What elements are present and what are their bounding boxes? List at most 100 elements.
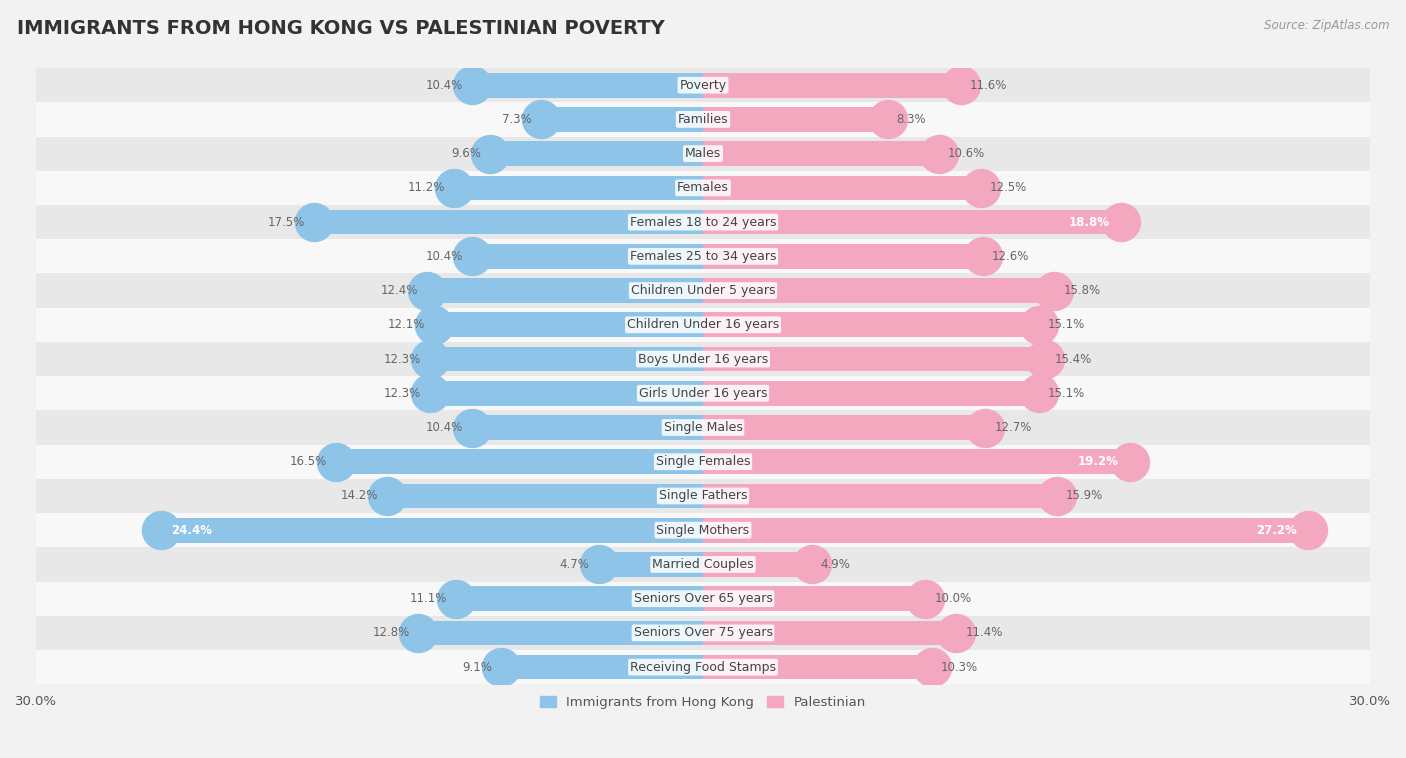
Bar (37, 445, 1369, 479)
Bar (703, 107, 887, 132)
Bar (387, 484, 703, 509)
Bar (703, 278, 1054, 303)
Text: 7.3%: 7.3% (502, 113, 531, 126)
Legend: Immigrants from Hong Kong, Palestinian: Immigrants from Hong Kong, Palestinian (534, 691, 872, 715)
Text: 24.4%: 24.4% (172, 524, 212, 537)
Text: 8.3%: 8.3% (897, 113, 927, 126)
Text: 10.4%: 10.4% (426, 250, 463, 263)
Bar (37, 581, 1369, 615)
Text: 14.2%: 14.2% (342, 490, 378, 503)
Bar (703, 244, 983, 268)
Text: Source: ZipAtlas.com: Source: ZipAtlas.com (1264, 19, 1389, 32)
Bar (37, 342, 1369, 376)
Bar (703, 484, 1056, 509)
Bar (37, 513, 1369, 547)
Text: 10.0%: 10.0% (934, 592, 972, 605)
Bar (37, 171, 1369, 205)
Bar (472, 244, 703, 268)
Bar (37, 68, 1369, 102)
Text: Single Females: Single Females (655, 456, 751, 468)
Bar (37, 615, 1369, 650)
Bar (472, 73, 703, 98)
Text: 9.1%: 9.1% (463, 661, 492, 674)
Bar (703, 655, 932, 679)
Text: 15.1%: 15.1% (1047, 387, 1085, 399)
Text: Receiving Food Stamps: Receiving Food Stamps (630, 661, 776, 674)
Bar (703, 587, 925, 611)
Text: 17.5%: 17.5% (267, 215, 305, 229)
Text: 4.7%: 4.7% (560, 558, 589, 571)
Text: 12.3%: 12.3% (384, 352, 420, 365)
Text: 4.9%: 4.9% (821, 558, 851, 571)
Text: 10.4%: 10.4% (426, 421, 463, 434)
Text: Boys Under 16 years: Boys Under 16 years (638, 352, 768, 365)
Bar (599, 552, 703, 577)
Bar (37, 547, 1369, 581)
Bar (419, 621, 703, 645)
Bar (703, 449, 1130, 474)
Text: 12.4%: 12.4% (381, 284, 419, 297)
Text: 12.1%: 12.1% (388, 318, 425, 331)
Text: Children Under 16 years: Children Under 16 years (627, 318, 779, 331)
Bar (454, 176, 703, 200)
Bar (37, 240, 1369, 274)
Text: 11.4%: 11.4% (966, 626, 1002, 640)
Text: Females: Females (678, 181, 728, 194)
Bar (541, 107, 703, 132)
Text: IMMIGRANTS FROM HONG KONG VS PALESTINIAN POVERTY: IMMIGRANTS FROM HONG KONG VS PALESTINIAN… (17, 19, 665, 38)
Text: 19.2%: 19.2% (1078, 456, 1119, 468)
Bar (37, 650, 1369, 684)
Text: Families: Families (678, 113, 728, 126)
Text: 15.1%: 15.1% (1047, 318, 1085, 331)
Text: Girls Under 16 years: Girls Under 16 years (638, 387, 768, 399)
Text: 12.7%: 12.7% (994, 421, 1032, 434)
Bar (434, 312, 703, 337)
Bar (703, 210, 1121, 234)
Bar (501, 655, 703, 679)
Bar (703, 176, 981, 200)
Text: 15.9%: 15.9% (1066, 490, 1102, 503)
Bar (703, 621, 956, 645)
Text: Seniors Over 65 years: Seniors Over 65 years (634, 592, 772, 605)
Text: 15.4%: 15.4% (1054, 352, 1091, 365)
Bar (160, 518, 703, 543)
Bar (703, 415, 986, 440)
Bar (314, 210, 703, 234)
Text: 11.6%: 11.6% (970, 79, 1007, 92)
Text: Females 25 to 34 years: Females 25 to 34 years (630, 250, 776, 263)
Text: Children Under 5 years: Children Under 5 years (631, 284, 775, 297)
Bar (703, 518, 1308, 543)
Text: Married Couples: Married Couples (652, 558, 754, 571)
Text: Single Mothers: Single Mothers (657, 524, 749, 537)
Text: 10.6%: 10.6% (948, 147, 984, 160)
Text: 11.2%: 11.2% (408, 181, 446, 194)
Bar (703, 141, 939, 166)
Text: 10.4%: 10.4% (426, 79, 463, 92)
Text: 10.3%: 10.3% (941, 661, 979, 674)
Bar (336, 449, 703, 474)
Bar (37, 376, 1369, 410)
Bar (37, 274, 1369, 308)
Text: Single Fathers: Single Fathers (659, 490, 747, 503)
Bar (37, 479, 1369, 513)
Bar (489, 141, 703, 166)
Bar (703, 552, 811, 577)
Text: 9.6%: 9.6% (451, 147, 481, 160)
Text: 12.5%: 12.5% (990, 181, 1026, 194)
Bar (429, 381, 703, 406)
Text: Single Males: Single Males (664, 421, 742, 434)
Text: Seniors Over 75 years: Seniors Over 75 years (634, 626, 772, 640)
Text: 12.8%: 12.8% (373, 626, 409, 640)
Bar (472, 415, 703, 440)
Text: Poverty: Poverty (679, 79, 727, 92)
Text: 15.8%: 15.8% (1063, 284, 1101, 297)
Bar (456, 587, 703, 611)
Text: 27.2%: 27.2% (1256, 524, 1296, 537)
Text: 11.1%: 11.1% (411, 592, 447, 605)
Bar (703, 346, 1046, 371)
Text: 12.3%: 12.3% (384, 387, 420, 399)
Bar (37, 205, 1369, 240)
Text: 12.6%: 12.6% (993, 250, 1029, 263)
Text: Males: Males (685, 147, 721, 160)
Bar (37, 410, 1369, 445)
